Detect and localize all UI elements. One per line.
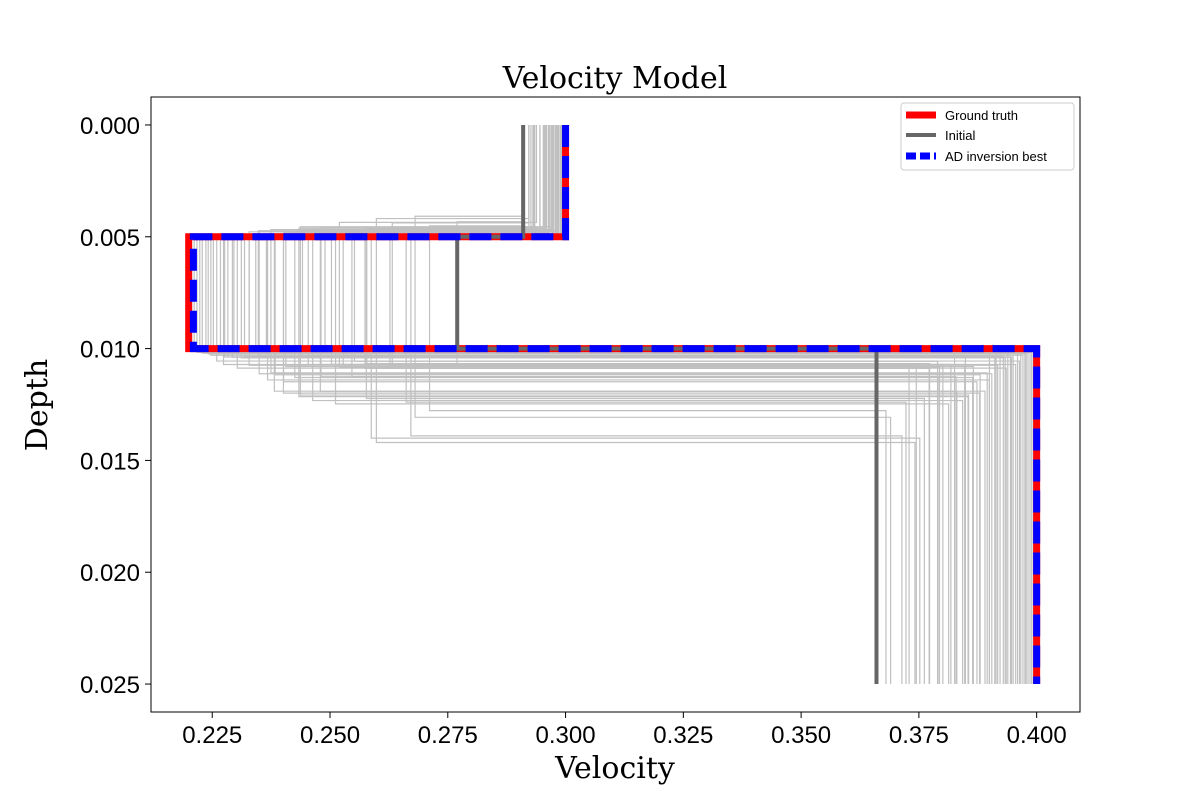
iteration-curve [301,124,966,685]
y-tick-label: 0.020 [80,560,140,587]
iteration-curve [255,124,997,685]
iteration-curve [257,124,996,685]
iteration-curve [370,124,921,685]
series-line-ad-inversion-best [189,124,1041,685]
iteration-curve [210,124,1024,685]
legend-label-ad-inversion-best: AD inversion best [945,149,1047,164]
iteration-curve [312,124,964,685]
iteration-curve [330,124,952,685]
iteration-curve [273,124,986,685]
iteration-curve [414,124,892,685]
y-tick-label: 0.000 [80,113,140,140]
plot-frame [150,96,1081,713]
iteration-curve [258,124,993,685]
iteration-curve [375,124,916,685]
y-tick-label: 0.015 [80,448,140,475]
x-tick-label: 0.300 [536,722,596,749]
iteration-curve [389,124,917,685]
iteration-curve [299,124,970,685]
iteration-curve [216,124,1021,685]
iteration-curve [212,124,1022,685]
iteration-curve [307,124,966,685]
iteration-curve [405,124,907,685]
x-axis: 0.225 0.250 0.275 0.300 0.325 0.350 0.375 0.400 [182,712,1067,749]
x-axis-label: Velocity [554,751,675,786]
iteration-curve [248,124,1001,685]
iteration-curve [351,124,939,685]
y-tick-label: 0.010 [80,337,140,364]
iteration-curve [342,124,944,685]
iteration-curve [391,124,910,685]
x-tick-label: 0.275 [418,722,478,749]
x-tick-label: 0.325 [653,722,713,749]
x-tick-label: 0.225 [182,722,242,749]
iteration-curve [428,124,887,685]
iteration-curve [353,124,939,685]
y-axis: 0.000 0.005 0.010 0.015 0.020 0.025 [80,113,151,699]
iteration-curve [222,124,1017,685]
iteration-curve [319,124,958,685]
iteration-curve [201,124,1029,685]
x-tick-label: 0.400 [1007,722,1067,749]
iteration-curve [243,124,1004,685]
x-tick-label: 0.350 [771,722,831,749]
iteration-curve [366,124,931,685]
iteration-curve [282,124,978,685]
legend-label-initial: Initial [945,128,975,143]
iteration-curve [410,124,903,685]
iteration-curve [224,124,1014,685]
iteration-curve [294,124,974,685]
iteration-curve [320,124,957,685]
series-line-initial [455,124,879,685]
y-tick-label: 0.025 [80,672,140,699]
iteration-curve [233,124,1009,685]
iteration-curve [193,124,1034,685]
iteration-curve [231,124,1012,685]
y-axis-label: Depth [20,359,55,451]
iteration-curve [338,124,941,685]
iteration-curve [334,124,950,685]
iteration-curve [298,124,969,685]
legend-box [900,102,1075,171]
iteration-curve [285,124,974,685]
iteration-curve [219,124,1019,685]
iteration-curve [456,124,877,685]
x-tick-label: 0.250 [300,722,360,749]
iteration-curve [324,124,956,685]
iteration-curve [205,124,1027,685]
legend: Ground truth Initial AD inversion best [900,102,1075,171]
iteration-curve [364,124,930,685]
iteration-curve [365,124,925,685]
series-lines [185,124,1041,685]
legend-label-ground-truth: Ground truth [945,108,1018,123]
iteration-curve [227,124,1013,685]
chart-title: Velocity Model [502,61,728,96]
x-tick-label: 0.375 [889,722,949,749]
iteration-curve [265,124,991,685]
y-tick-label: 0.005 [80,225,140,252]
iteration-curves [188,124,1038,685]
iteration-curve [190,124,1036,685]
iteration-curve [274,124,981,685]
iteration-curve [270,124,988,685]
